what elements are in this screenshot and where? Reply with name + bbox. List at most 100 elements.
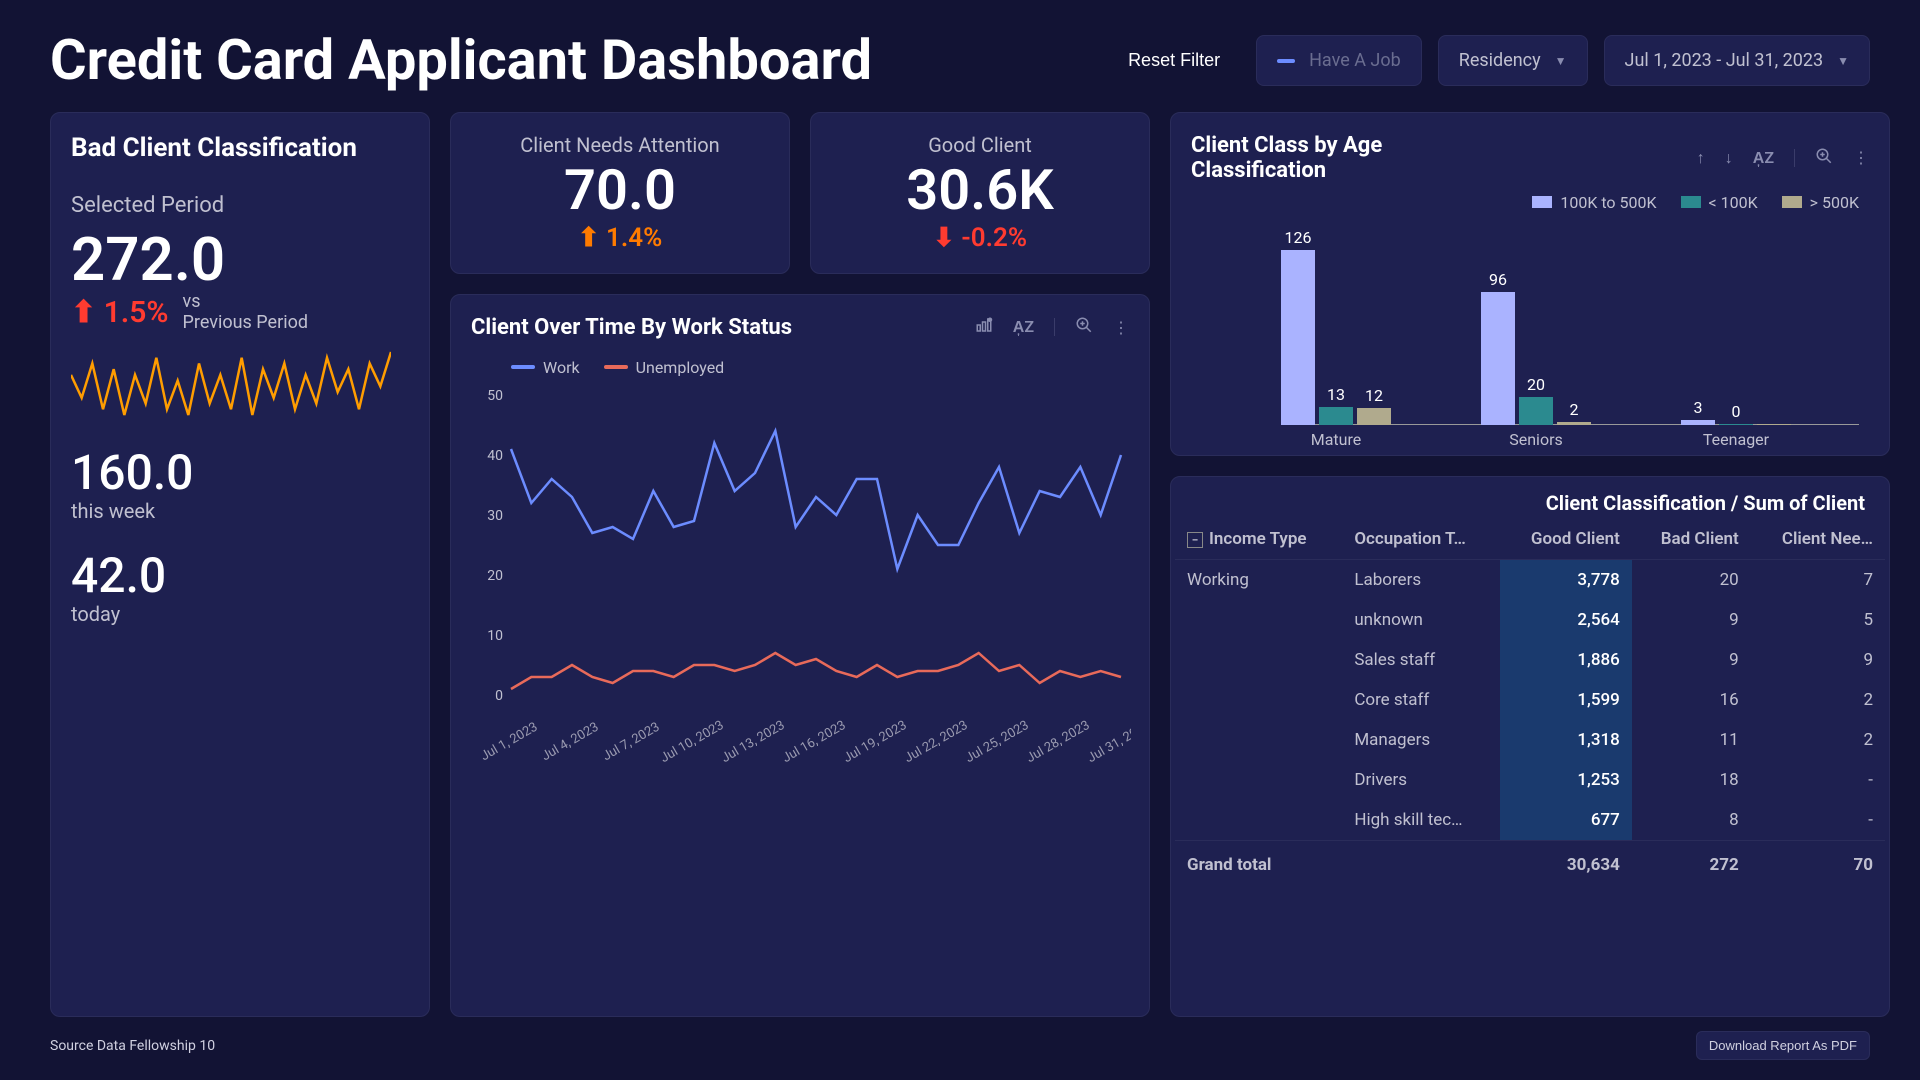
selected-period-value: 272.0 xyxy=(71,224,409,295)
collapse-icon[interactable]: − xyxy=(1187,532,1203,548)
bar xyxy=(1757,424,1791,425)
occupation-cell: Sales staff xyxy=(1342,640,1500,680)
svg-text:Jul 13, 2023: Jul 13, 2023 xyxy=(719,717,787,764)
line-chart: 01020304050Jul 1, 2023Jul 4, 2023Jul 7, … xyxy=(471,385,1131,765)
bad-client-cell: 8 xyxy=(1632,800,1751,841)
bad-client-cell: 9 xyxy=(1632,640,1751,680)
bar: 2 xyxy=(1557,422,1591,425)
arrow-up-icon: ⬆ xyxy=(71,295,96,330)
client-need-cell: 7 xyxy=(1751,559,1885,600)
this-week-value: 160.0 xyxy=(71,444,409,501)
client-need-cell: - xyxy=(1751,760,1885,800)
legend-item: 100K to 500K xyxy=(1532,193,1656,212)
table-row: Sales staff 1,886 9 9 xyxy=(1175,640,1885,680)
svg-text:20: 20 xyxy=(487,568,503,584)
divider xyxy=(1054,318,1055,336)
bar-chart: 1261312 Mature96202 Seniors30 Teenager xyxy=(1281,220,1859,445)
sort-icon[interactable]: A͎Z xyxy=(1753,148,1774,168)
bad-client-cell: 16 xyxy=(1632,680,1751,720)
table-header[interactable]: Bad Client xyxy=(1632,519,1751,560)
legend-item: < 100K xyxy=(1681,193,1758,212)
bar-chart-legend: 100K to 500K< 100K> 500K xyxy=(1191,193,1859,212)
zoom-icon[interactable] xyxy=(1075,316,1093,338)
bad-client-change: ⬆ 1.5% xyxy=(71,295,169,330)
table-header[interactable]: Client Nee… xyxy=(1751,519,1885,560)
good-client-cell: 1,318 xyxy=(1500,720,1632,760)
more-icon[interactable]: ⋮ xyxy=(1113,318,1129,337)
job-filter-label: Have A Job xyxy=(1309,50,1401,71)
residency-dropdown[interactable]: Residency ▼ xyxy=(1438,35,1588,86)
client-need-cell: 9 xyxy=(1751,640,1885,680)
income-type-cell xyxy=(1175,720,1342,760)
date-range-label: Jul 1, 2023 - Jul 31, 2023 xyxy=(1625,50,1824,71)
svg-text:Jul 10, 2023: Jul 10, 2023 xyxy=(658,717,726,764)
download-pdf-button[interactable]: Download Report As PDF xyxy=(1696,1031,1870,1060)
table-card: Client Classification / Sum of Client −I… xyxy=(1170,476,1890,1017)
client-need-cell: - xyxy=(1751,800,1885,841)
table-header[interactable]: Good Client xyxy=(1500,519,1632,560)
svg-text:0: 0 xyxy=(495,688,503,704)
arrow-down-icon[interactable]: ↓ xyxy=(1725,148,1733,168)
selected-period-label: Selected Period xyxy=(71,193,409,218)
svg-text:Jul 19, 2023: Jul 19, 2023 xyxy=(841,717,909,764)
arrow-up-icon: ⬆ xyxy=(578,223,600,253)
bar-category-label: Seniors xyxy=(1481,430,1591,449)
sort-icon[interactable]: A͎Z xyxy=(1013,317,1034,337)
insight-icon[interactable] xyxy=(975,316,993,338)
vs-previous-label: vs Previous Period xyxy=(183,291,308,334)
source-label: Source Data Fellowship 10 xyxy=(50,1038,215,1054)
svg-text:Jul 31, 2023: Jul 31, 2023 xyxy=(1085,717,1131,764)
today-label: today xyxy=(71,602,409,626)
occupation-cell: Laborers xyxy=(1342,559,1500,600)
bad-client-sparkline xyxy=(71,350,391,420)
classification-table: −Income TypeOccupation T…Good ClientBad … xyxy=(1175,519,1885,889)
good-client-cell: 1,599 xyxy=(1500,680,1632,720)
kpi-attention-change: ⬆ 1.4% xyxy=(471,223,769,253)
residency-label: Residency xyxy=(1459,50,1541,71)
income-type-cell xyxy=(1175,600,1342,640)
bad-client-cell: 9 xyxy=(1632,600,1751,640)
bar: 126 xyxy=(1281,250,1315,424)
client-need-cell: 2 xyxy=(1751,680,1885,720)
bar: 0 xyxy=(1719,424,1753,425)
controls: Reset Filter Have A Job Residency ▼ Jul … xyxy=(1108,35,1870,86)
bar-category-label: Teenager xyxy=(1681,430,1791,449)
zoom-icon[interactable] xyxy=(1815,147,1833,169)
bar: 20 xyxy=(1519,397,1553,425)
legend-item: Work xyxy=(511,358,580,377)
table-header[interactable]: −Income Type xyxy=(1175,519,1342,560)
svg-text:50: 50 xyxy=(487,388,503,404)
svg-text:Jul 22, 2023: Jul 22, 2023 xyxy=(902,717,970,764)
table-row: unknown 2,564 9 5 xyxy=(1175,600,1885,640)
bar-chart-card: Client Class by Age Classification ↑ ↓ A… xyxy=(1170,112,1890,456)
bar: 3 xyxy=(1681,420,1715,424)
line-chart-card: Client Over Time By Work Status A͎Z ⋮ Wo… xyxy=(450,294,1150,1017)
occupation-cell: Drivers xyxy=(1342,760,1500,800)
good-client-cell: 677 xyxy=(1500,800,1632,841)
grand-good: 30,634 xyxy=(1500,840,1632,889)
income-type-cell xyxy=(1175,800,1342,841)
bad-client-cell: 11 xyxy=(1632,720,1751,760)
occupation-cell: Core staff xyxy=(1342,680,1500,720)
reset-filter-button[interactable]: Reset Filter xyxy=(1108,36,1240,85)
divider xyxy=(1794,149,1795,167)
bad-client-title: Bad Client Classification xyxy=(71,133,409,163)
bar: 96 xyxy=(1481,292,1515,425)
table-row: Working Laborers 3,778 20 7 xyxy=(1175,559,1885,600)
table-row: Core staff 1,599 16 2 xyxy=(1175,680,1885,720)
date-range-dropdown[interactable]: Jul 1, 2023 - Jul 31, 2023 ▼ xyxy=(1604,35,1870,86)
table-header[interactable]: Occupation T… xyxy=(1342,519,1500,560)
chevron-down-icon: ▼ xyxy=(1555,54,1567,68)
job-filter-dropdown[interactable]: Have A Job xyxy=(1256,35,1422,86)
arrow-up-icon[interactable]: ↑ xyxy=(1697,148,1705,168)
income-type-cell: Working xyxy=(1175,559,1342,600)
good-client-cell: 1,886 xyxy=(1500,640,1632,680)
good-client-cell: 3,778 xyxy=(1500,559,1632,600)
svg-text:40: 40 xyxy=(487,448,503,464)
svg-text:30: 30 xyxy=(487,508,503,524)
svg-text:Jul 1, 2023: Jul 1, 2023 xyxy=(478,719,540,764)
bar-group: 9620 2 xyxy=(1481,292,1591,425)
kpi-attention-value: 70.0 xyxy=(471,157,769,223)
more-icon[interactable]: ⋮ xyxy=(1853,148,1869,167)
client-need-cell: 5 xyxy=(1751,600,1885,640)
